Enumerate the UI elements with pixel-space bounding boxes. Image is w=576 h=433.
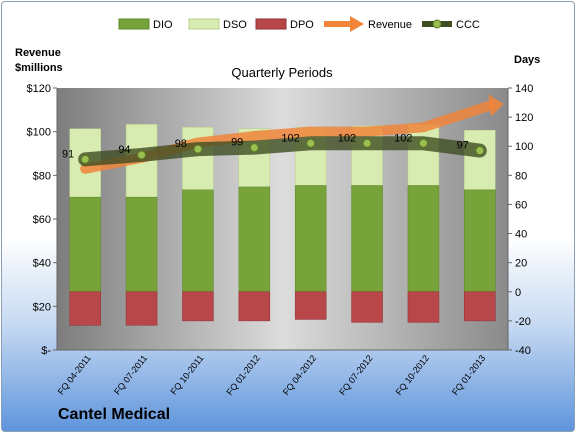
right-tick-label-0: -40 (515, 345, 531, 357)
legend-swatch-revenue-head (350, 16, 364, 32)
revenue-arrowhead (488, 94, 504, 117)
legend-label-revenue: Revenue (368, 19, 412, 31)
right-tick-label-2: 0 (515, 287, 521, 299)
left-axis-title-line2: $millions (15, 62, 63, 74)
plot-area (57, 88, 508, 350)
bar-dpo-0 (69, 291, 101, 326)
ccc-label-5: 102 (338, 132, 356, 144)
category-label-3: FQ 01-2012 (224, 353, 261, 397)
right-tick-label-6: 80 (515, 170, 527, 182)
bar-dpo-2 (182, 291, 214, 322)
ccc-point-0 (80, 154, 90, 164)
left-tick-label-3: $60 (33, 214, 51, 226)
bar-dpo-1 (125, 291, 158, 326)
bar-dso-7 (464, 129, 496, 191)
category-label-5: FQ 07-2012 (337, 353, 374, 397)
legend-swatch-dso (188, 18, 220, 30)
category-label-2: FQ 10-2011 (168, 353, 205, 396)
bar-dio-7 (464, 189, 496, 293)
legend-group: DIO DSO DPO Revenue CCC (118, 16, 480, 32)
chart-subtitle: Quarterly Periods (231, 65, 333, 80)
right-tick-label-7: 100 (515, 141, 533, 153)
ccc-point-4 (306, 138, 316, 148)
ccc-point-6 (418, 138, 428, 148)
ccc-point-5 (362, 138, 372, 148)
ccc-label-7: 97 (457, 140, 469, 152)
right-tick-label-3: 20 (515, 258, 527, 270)
ccc-line (78, 136, 487, 167)
ccc-label-2: 98 (175, 138, 187, 150)
legend-label-dpo: DPO (290, 19, 314, 31)
bar-dpo-5 (351, 291, 383, 323)
right-axis-title: Days (514, 54, 540, 66)
legend-swatch-ccc-dot (432, 19, 442, 29)
bar-dio-2 (182, 189, 214, 293)
left-tick-label-4: $80 (33, 170, 51, 182)
ccc-label-1: 94 (118, 144, 130, 156)
ccc-point-2 (193, 144, 203, 154)
ccc-point-1 (137, 150, 147, 160)
category-label-7: FQ 01-2013 (450, 353, 487, 397)
ccc-label-0: 91 (62, 148, 74, 160)
bars-group (69, 124, 496, 326)
ccc-label-6: 102 (394, 132, 412, 144)
bar-dso-6 (407, 124, 440, 186)
ccc-point-3 (249, 143, 259, 153)
right-tick-label-8: 120 (515, 112, 533, 124)
left-tick-label-6: $120 (27, 83, 51, 95)
category-label-6: FQ 10-2012 (394, 353, 431, 397)
legend-label-ccc: CCC (456, 19, 480, 31)
ccc-group: 91 94 98 99 102 102 102 97 (62, 132, 487, 167)
bar-dio-5 (351, 185, 383, 293)
left-tick-label-5: $100 (27, 127, 51, 139)
bar-dio-6 (407, 185, 440, 293)
right-tick-label-9: 140 (515, 83, 533, 95)
left-tick-label-2: $40 (33, 258, 51, 270)
left-tick-label-1: $20 (33, 301, 51, 313)
legend-swatch-dpo (255, 18, 287, 30)
category-label-4: FQ 04-2012 (281, 353, 318, 397)
bar-dpo-7 (464, 291, 496, 322)
right-tick-label-1: -20 (515, 316, 531, 328)
ccc-label-3: 99 (231, 137, 243, 149)
right-tick-label-5: 60 (515, 199, 527, 211)
bar-dpo-6 (407, 291, 440, 323)
bar-dio-0 (69, 196, 101, 293)
legend-label-dio: DIO (153, 19, 173, 31)
bar-dio-3 (238, 186, 271, 293)
bar-dpo-4 (294, 291, 327, 320)
category-label-1: FQ 07-2011 (112, 353, 149, 396)
category-label-0: FQ 04-2011 (56, 353, 93, 396)
ccc-point-7 (475, 146, 485, 156)
bar-dio-1 (125, 196, 158, 293)
bar-dpo-3 (238, 291, 271, 322)
left-axis-title-line1: Revenue (15, 47, 61, 59)
ccc-label-4: 102 (281, 132, 299, 144)
bar-dio-4 (294, 185, 327, 293)
company-name: Cantel Medical (58, 406, 171, 423)
legend-label-dso: DSO (223, 19, 247, 31)
left-tick-label-0: $- (41, 345, 51, 357)
legend-swatch-dio (118, 18, 150, 30)
right-tick-label-4: 40 (515, 229, 527, 241)
